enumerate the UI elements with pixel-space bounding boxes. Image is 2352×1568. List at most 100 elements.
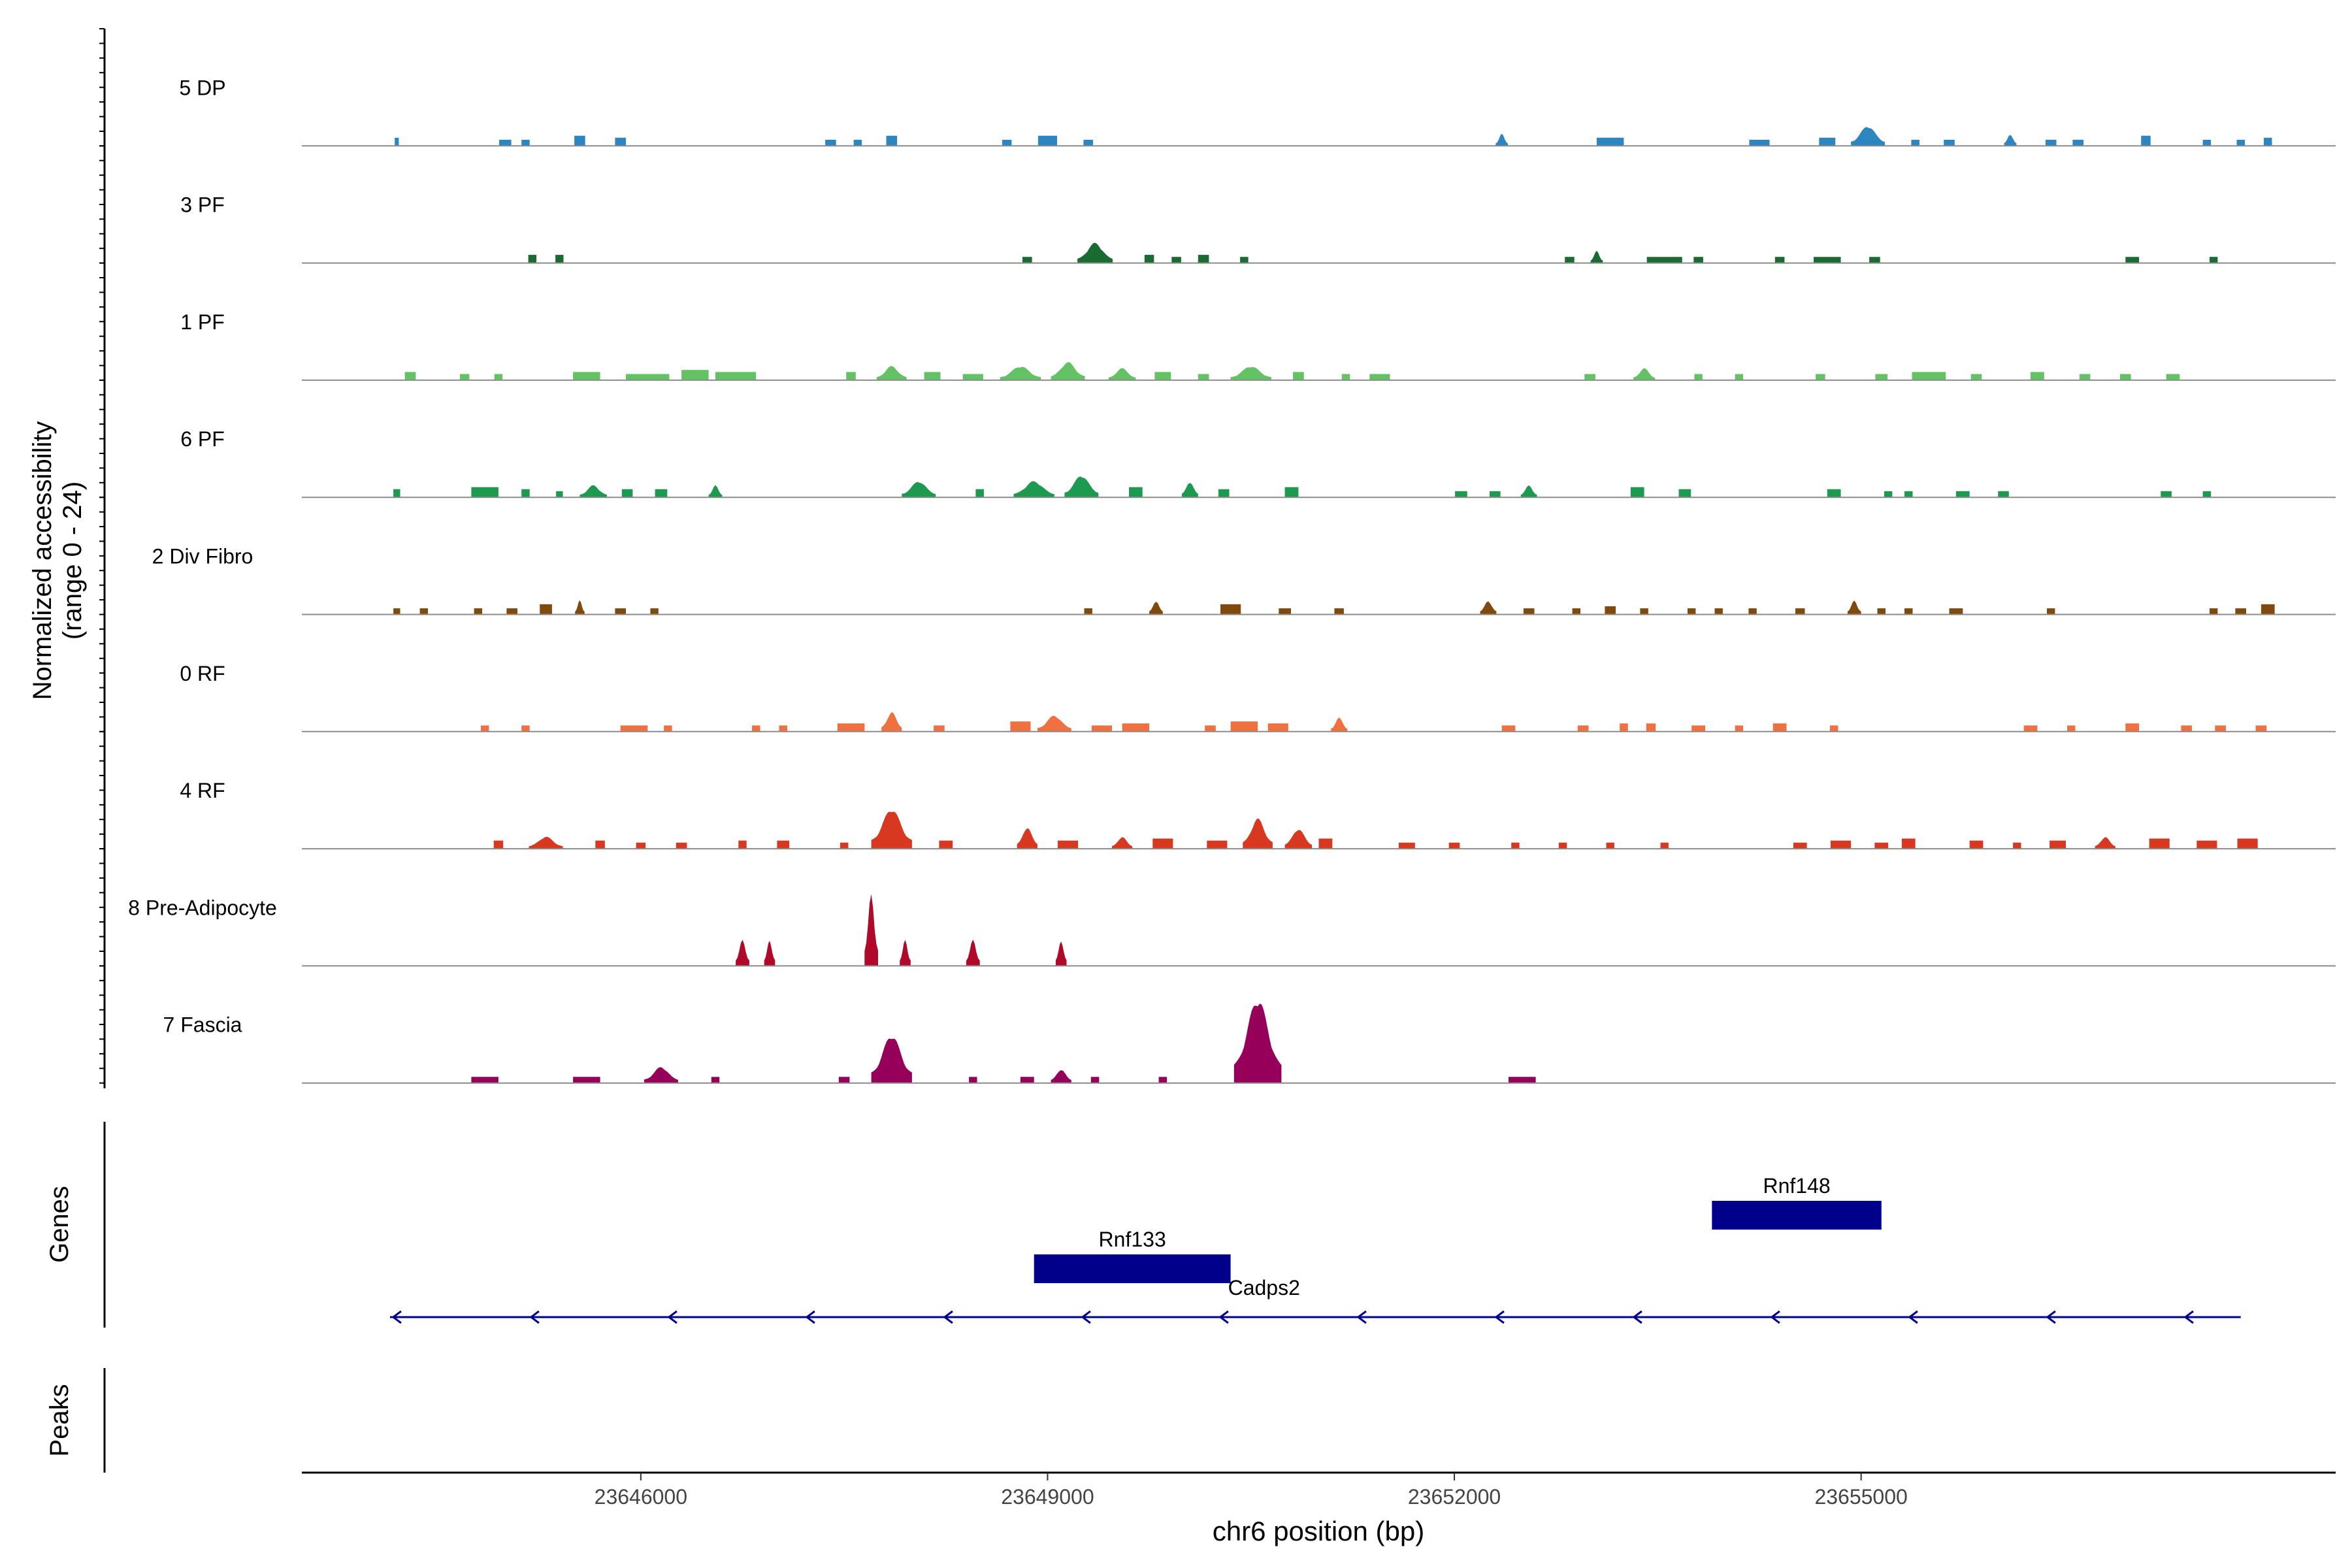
coverage-peak xyxy=(2210,608,2218,615)
track-label: 7 Fascia xyxy=(163,1013,242,1037)
coverage-peak xyxy=(1091,725,1112,732)
coverage-peak xyxy=(626,374,670,380)
strand-arrow-icon xyxy=(391,1310,402,1324)
strand-arrow-icon xyxy=(529,1310,540,1324)
gene-label: Rnf148 xyxy=(1763,1174,1830,1198)
coverage-peak xyxy=(573,372,600,380)
coverage-peak xyxy=(1233,1004,1282,1083)
coverage-peak xyxy=(615,137,626,146)
coverage-peak xyxy=(1051,1070,1071,1083)
coverage-peak xyxy=(1230,721,1258,732)
coverage-peak xyxy=(2255,725,2267,732)
coverage-peak xyxy=(1693,257,1703,263)
coverage-peak xyxy=(1793,842,1807,849)
coverage-peak xyxy=(1904,491,1913,498)
coverage-peak xyxy=(574,135,585,146)
coverage-peak xyxy=(1158,1077,1168,1083)
coverage-peak xyxy=(555,255,564,263)
coverage-peak xyxy=(1064,476,1099,498)
coverage-peak xyxy=(975,489,984,498)
x-tick-label: 23655000 xyxy=(1814,1485,1907,1509)
coverage-peak xyxy=(764,940,776,966)
coverage-peak xyxy=(1284,487,1299,498)
coverage-peak xyxy=(1523,608,1535,615)
coverage-peak xyxy=(1814,257,1841,263)
coverage-peak xyxy=(2235,608,2246,615)
x-axis: chr6 position (bp) 23646000 23649000 23652… xyxy=(302,1471,2336,1546)
coverage-peak xyxy=(2202,139,2212,146)
gene-label: Rnf133 xyxy=(1099,1228,1166,1251)
strand-arrow-icon xyxy=(943,1310,953,1324)
coverage-peak xyxy=(556,491,563,498)
coverage-peak xyxy=(681,370,709,380)
strand-arrow-icon xyxy=(2046,1310,2056,1324)
coverage-peak xyxy=(1279,608,1291,615)
coverage-peak xyxy=(2120,374,2131,380)
peaks-panel: Peaks xyxy=(45,1368,106,1473)
coverage-peak xyxy=(393,608,400,615)
coverage-peak xyxy=(1904,608,1913,615)
coverage-peak xyxy=(840,842,849,849)
coverage-peak xyxy=(871,1038,912,1083)
coverage-peak xyxy=(2050,840,2066,849)
coverage-peak xyxy=(621,489,633,498)
coverage-peak xyxy=(1331,717,1348,732)
strand-arrow-icon xyxy=(1632,1310,1642,1324)
coverage-peak xyxy=(924,372,941,380)
coverage-peak xyxy=(1829,725,1838,732)
coverage-peak xyxy=(620,725,648,732)
coverage-peak xyxy=(1874,842,1889,849)
track-8-pre-adipocyte: 8 Pre-Adipocyte xyxy=(128,894,2336,967)
coverage-peak xyxy=(1020,1077,1034,1083)
genes-panel: Genes Rnf133 Rnf148 Cadps2 xyxy=(45,1122,2241,1328)
coverage-peak xyxy=(966,939,980,966)
coverage-peak xyxy=(1620,723,1628,732)
coverage-peak xyxy=(736,939,749,966)
coverage-peak xyxy=(2141,135,2151,146)
coverage-peak xyxy=(1969,840,1984,849)
coverage-peak xyxy=(1847,600,1861,615)
coverage-peak xyxy=(2166,374,2180,380)
coverage-peak xyxy=(1022,257,1032,263)
coverage-peak xyxy=(1630,487,1644,498)
coverage-peak xyxy=(1154,372,1171,380)
coverage-peak xyxy=(2237,838,2258,849)
track-label: 6 PF xyxy=(180,427,225,451)
coverage-peak xyxy=(1901,838,1916,849)
coverage-peak xyxy=(540,604,552,615)
track-label: 1 PF xyxy=(180,310,225,334)
y-axis-title-line1: Normalized accessibility xyxy=(28,421,57,700)
track-3-pf: 3 PF xyxy=(180,193,2336,264)
coverage-peak xyxy=(969,1077,977,1083)
coverage-peak xyxy=(393,489,400,498)
coverage-peak xyxy=(2236,139,2245,146)
coverage-peak xyxy=(1735,725,1744,732)
coverage-peak xyxy=(1520,485,1537,498)
track-1-pf: 1 PF xyxy=(180,310,2336,381)
coverage-peak xyxy=(846,372,856,380)
coverage-peak xyxy=(575,600,585,615)
coverage-peak xyxy=(2013,842,2021,849)
coverage-peak xyxy=(404,372,416,380)
strand-arrow-icon xyxy=(1356,1310,1367,1324)
coverage-peak xyxy=(1795,608,1805,615)
x-tick-label: 23646000 xyxy=(595,1485,687,1509)
y-axis-title: Normalized accessibility (range 0 - 24) xyxy=(28,421,87,700)
coverage-peak xyxy=(1511,842,1520,849)
coverage-peak xyxy=(1152,838,1173,849)
coverage-peak xyxy=(2079,374,2091,380)
coverage-peak xyxy=(1714,608,1723,615)
coverage-peak xyxy=(1341,374,1350,380)
coverage-peak xyxy=(644,1067,678,1083)
track-label: 4 RF xyxy=(180,779,225,802)
gene-block-rnf133 xyxy=(1034,1254,1231,1283)
coverage-peak xyxy=(1816,374,1825,380)
coverage-peak xyxy=(900,939,911,966)
strand-arrow-icon xyxy=(1218,1310,1229,1324)
coverage-peak xyxy=(1827,489,1841,498)
coverage-peak xyxy=(1819,137,1836,146)
coverage-peak xyxy=(2095,837,2115,849)
coverage-peak xyxy=(1129,487,1143,498)
track-label: 8 Pre-Adipocyte xyxy=(128,896,277,919)
